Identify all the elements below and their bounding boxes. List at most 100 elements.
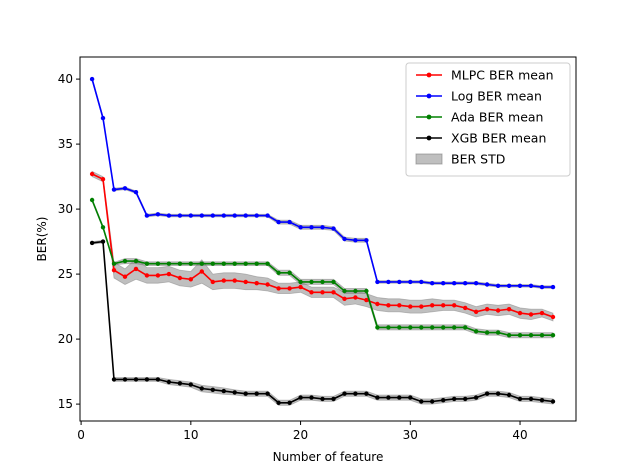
data-point (166, 261, 172, 266)
std-bands (91, 77, 554, 406)
y-tick-label: 20 (58, 332, 73, 346)
data-point (221, 261, 226, 266)
legend-label: Ada BER mean (451, 110, 543, 125)
data-point (397, 279, 402, 285)
data-point (419, 325, 424, 330)
data-point (375, 279, 380, 285)
data-point (320, 225, 325, 230)
data-point (122, 186, 128, 191)
data-point (199, 386, 204, 391)
data-point (342, 391, 347, 396)
x-tick-label: 30 (403, 428, 418, 442)
series-1 (89, 171, 556, 320)
y-tick-label: 35 (58, 137, 73, 151)
data-point (144, 377, 150, 382)
legend-label: MLPC BER mean (451, 68, 554, 83)
data-point (298, 225, 303, 230)
data-point (188, 382, 193, 387)
data-point (100, 225, 106, 230)
x-tick-label: 0 (77, 428, 85, 442)
data-point (441, 325, 446, 330)
legend-item: Log BER mean (416, 89, 542, 104)
y-axis-ticks: 15 20 25 30 35 40 (58, 72, 80, 411)
y-tick-label: 40 (58, 72, 73, 86)
data-point (320, 290, 325, 295)
data-point (452, 325, 457, 330)
data-point (550, 333, 556, 338)
data-point (166, 379, 172, 385)
x-tick-label: 10 (183, 428, 198, 442)
data-point (452, 396, 457, 402)
data-point (287, 270, 292, 275)
data-point (353, 391, 358, 396)
data-point (100, 115, 106, 121)
data-point (166, 213, 172, 218)
data-point (441, 281, 446, 286)
data-point (452, 303, 457, 308)
data-point (441, 303, 446, 308)
data-point (265, 213, 270, 218)
data-point (517, 310, 523, 316)
data-point (122, 258, 128, 264)
data-point (473, 281, 479, 286)
legend-label: Log BER mean (451, 89, 542, 104)
data-point (473, 395, 479, 400)
legend-marker (426, 93, 432, 99)
data-point (408, 304, 413, 309)
legend-item: MLPC BER mean (416, 68, 554, 83)
data-point (243, 279, 248, 285)
data-point (100, 239, 106, 244)
data-point (364, 288, 369, 294)
data-point (122, 274, 128, 279)
data-point (506, 307, 512, 312)
data-point (550, 284, 556, 290)
data-point (188, 261, 193, 266)
data-point (210, 279, 215, 285)
data-point (309, 225, 314, 230)
data-point (506, 283, 512, 288)
data-point (243, 213, 248, 218)
data-point (364, 297, 369, 303)
data-point (495, 308, 501, 313)
data-point (232, 390, 237, 395)
data-point (430, 303, 435, 308)
data-point (408, 325, 413, 330)
data-point (199, 261, 204, 266)
data-point (386, 395, 391, 400)
data-point (331, 279, 336, 285)
legend-marker (426, 72, 432, 78)
legend-label: BER STD (451, 152, 505, 167)
data-point (517, 396, 523, 402)
data-point (265, 261, 270, 266)
data-point (177, 261, 183, 266)
data-point (342, 296, 347, 301)
legend-item: XGB BER mean (416, 131, 546, 146)
data-point (353, 295, 358, 300)
data-point (397, 395, 402, 400)
data-point (375, 325, 380, 330)
data-point (309, 290, 314, 295)
data-point (133, 258, 139, 264)
data-point (210, 213, 215, 218)
series-4 (89, 239, 556, 405)
data-point (144, 213, 150, 218)
data-point (342, 288, 347, 294)
data-point (265, 282, 270, 287)
data-point (254, 261, 259, 266)
data-point (463, 325, 468, 330)
legend-label: XGB BER mean (451, 131, 546, 146)
data-point (276, 286, 281, 291)
data-point (199, 213, 204, 218)
y-tick-label: 30 (58, 202, 73, 216)
data-point (419, 399, 424, 404)
data-point (539, 310, 545, 316)
legend-frame (405, 62, 571, 177)
data-point (133, 266, 139, 272)
data-point (111, 261, 117, 266)
data-point (243, 391, 248, 396)
data-point (155, 212, 161, 217)
legend-marker (426, 135, 432, 141)
data-point (484, 330, 490, 335)
data-point (309, 395, 314, 400)
